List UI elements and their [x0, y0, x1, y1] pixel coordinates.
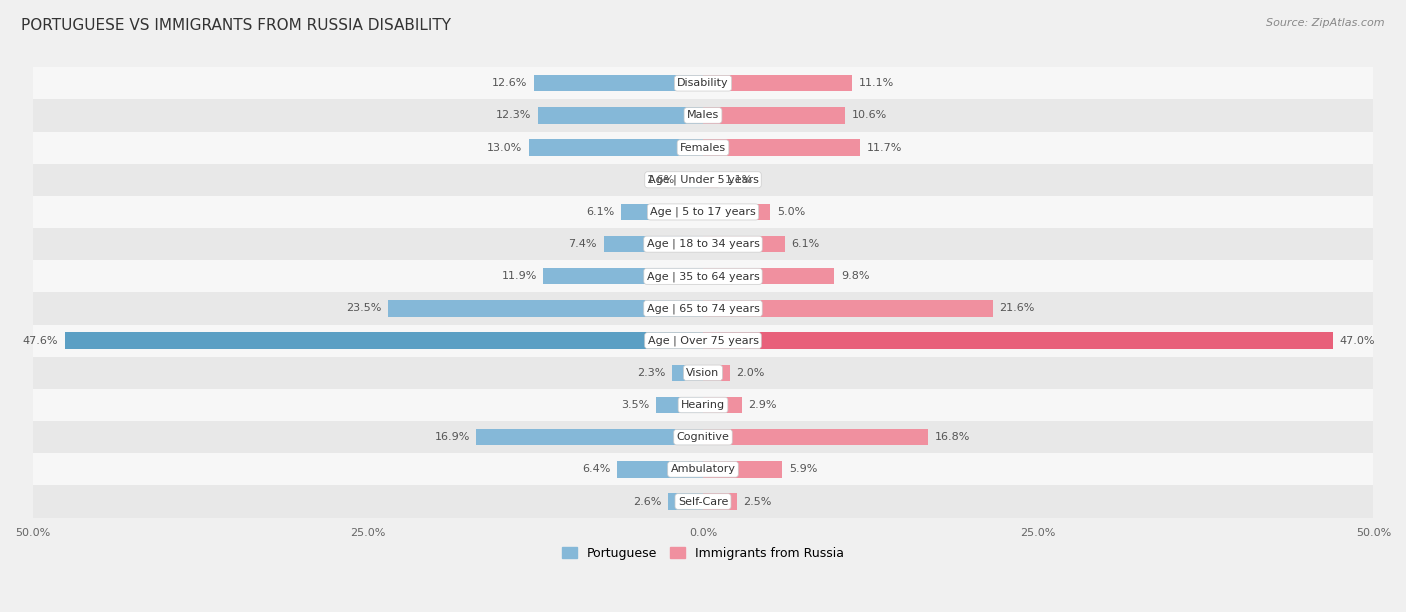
Bar — [703, 461, 782, 477]
Text: 6.1%: 6.1% — [586, 207, 614, 217]
Bar — [0, 132, 1406, 163]
Text: Age | 65 to 74 years: Age | 65 to 74 years — [647, 303, 759, 314]
Text: Self-Care: Self-Care — [678, 496, 728, 507]
Bar — [703, 75, 852, 91]
Text: 16.8%: 16.8% — [935, 432, 970, 442]
Text: Age | 5 to 17 years: Age | 5 to 17 years — [650, 207, 756, 217]
Bar — [538, 107, 703, 124]
Text: Source: ZipAtlas.com: Source: ZipAtlas.com — [1267, 18, 1385, 28]
Text: 5.9%: 5.9% — [789, 465, 817, 474]
Bar — [703, 493, 737, 510]
Bar — [621, 204, 703, 220]
Bar — [65, 332, 703, 349]
Text: 11.9%: 11.9% — [502, 271, 537, 282]
Bar — [703, 300, 993, 316]
Bar — [0, 163, 1406, 196]
Text: 2.5%: 2.5% — [744, 496, 772, 507]
Bar — [703, 429, 928, 446]
Text: 1.6%: 1.6% — [647, 175, 675, 185]
Bar — [534, 75, 703, 91]
Text: 13.0%: 13.0% — [486, 143, 522, 152]
Text: 12.6%: 12.6% — [492, 78, 527, 88]
Text: 11.1%: 11.1% — [859, 78, 894, 88]
Text: Age | 18 to 34 years: Age | 18 to 34 years — [647, 239, 759, 249]
Bar — [603, 236, 703, 252]
Bar — [672, 365, 703, 381]
Text: Hearing: Hearing — [681, 400, 725, 410]
Text: Age | Over 75 years: Age | Over 75 years — [648, 335, 758, 346]
Text: 5.0%: 5.0% — [776, 207, 806, 217]
Text: 10.6%: 10.6% — [852, 110, 887, 121]
Text: Disability: Disability — [678, 78, 728, 88]
Bar — [0, 357, 1406, 389]
Bar — [0, 324, 1406, 357]
Bar — [703, 107, 845, 124]
Bar — [703, 332, 1333, 349]
Text: 2.6%: 2.6% — [633, 496, 661, 507]
Text: 16.9%: 16.9% — [434, 432, 470, 442]
Bar — [703, 140, 860, 156]
Text: 2.0%: 2.0% — [737, 368, 765, 378]
Bar — [703, 204, 770, 220]
Bar — [0, 67, 1406, 99]
Text: Vision: Vision — [686, 368, 720, 378]
Bar — [657, 397, 703, 413]
Bar — [0, 485, 1406, 518]
Bar — [0, 196, 1406, 228]
Text: 6.4%: 6.4% — [582, 465, 610, 474]
Text: 23.5%: 23.5% — [346, 304, 381, 313]
Text: Cognitive: Cognitive — [676, 432, 730, 442]
Bar — [0, 228, 1406, 260]
Bar — [0, 99, 1406, 132]
Bar — [477, 429, 703, 446]
Bar — [668, 493, 703, 510]
Text: Males: Males — [688, 110, 718, 121]
Bar — [0, 293, 1406, 324]
Text: Females: Females — [681, 143, 725, 152]
Bar — [388, 300, 703, 316]
Bar — [703, 397, 742, 413]
Text: 12.3%: 12.3% — [496, 110, 531, 121]
Text: 47.0%: 47.0% — [1340, 335, 1375, 346]
Legend: Portuguese, Immigrants from Russia: Portuguese, Immigrants from Russia — [557, 542, 849, 565]
Text: Age | Under 5 years: Age | Under 5 years — [648, 174, 758, 185]
Bar — [703, 171, 717, 188]
Text: 3.5%: 3.5% — [621, 400, 650, 410]
Bar — [0, 453, 1406, 485]
Text: 6.1%: 6.1% — [792, 239, 820, 249]
Text: 1.1%: 1.1% — [724, 175, 752, 185]
Text: 47.6%: 47.6% — [22, 335, 58, 346]
Bar — [682, 171, 703, 188]
Bar — [617, 461, 703, 477]
Text: 9.8%: 9.8% — [841, 271, 869, 282]
Bar — [0, 260, 1406, 293]
Bar — [0, 389, 1406, 421]
Text: 2.3%: 2.3% — [637, 368, 665, 378]
Bar — [703, 365, 730, 381]
Text: 11.7%: 11.7% — [866, 143, 901, 152]
Bar — [703, 268, 834, 285]
Text: 7.4%: 7.4% — [568, 239, 598, 249]
Bar — [529, 140, 703, 156]
Bar — [544, 268, 703, 285]
Text: Ambulatory: Ambulatory — [671, 465, 735, 474]
Text: 2.9%: 2.9% — [748, 400, 778, 410]
Text: Age | 35 to 64 years: Age | 35 to 64 years — [647, 271, 759, 282]
Text: PORTUGUESE VS IMMIGRANTS FROM RUSSIA DISABILITY: PORTUGUESE VS IMMIGRANTS FROM RUSSIA DIS… — [21, 18, 451, 34]
Text: 21.6%: 21.6% — [1000, 304, 1035, 313]
Bar — [703, 236, 785, 252]
Bar — [0, 421, 1406, 453]
